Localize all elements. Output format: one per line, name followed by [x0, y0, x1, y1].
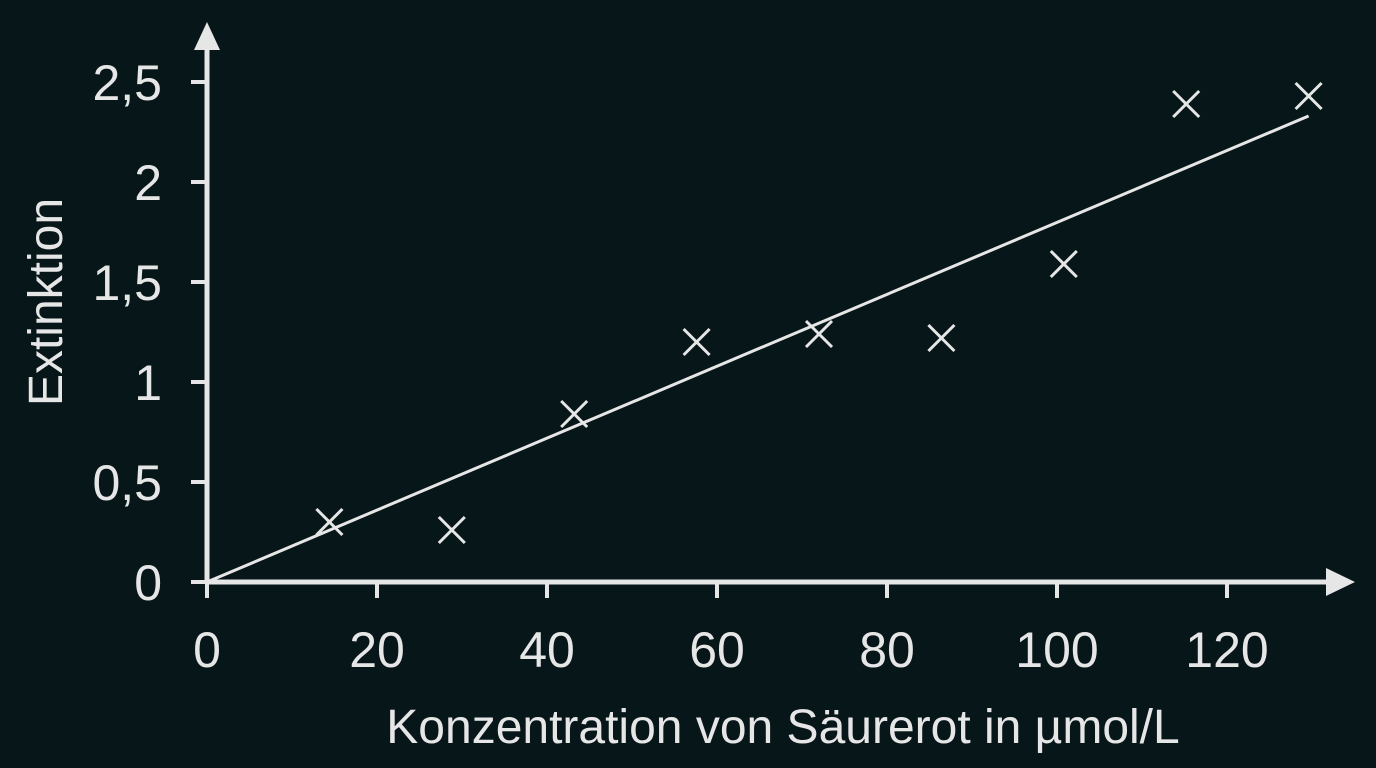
x-tick-label: 0 — [193, 622, 221, 678]
y-tick-label: 2,5 — [92, 55, 162, 111]
data-point — [682, 327, 711, 357]
ticks-layer: 0 20 40 60 80 100 120 0 0,5 1 1,5 2 2,5 — [92, 55, 1268, 678]
x-axis-arrow — [1326, 568, 1355, 596]
data-point — [804, 319, 834, 349]
x-tick-label: 80 — [859, 622, 915, 678]
x-axis-title: Konzentration von Säurerot in µmol/L — [386, 701, 1179, 754]
data-point — [315, 507, 344, 537]
y-tick-label: 2 — [134, 155, 162, 211]
data-point — [560, 399, 589, 429]
data-point — [1049, 249, 1078, 279]
fit-layer — [206, 114, 1310, 584]
data-point — [437, 515, 466, 545]
data-point — [1172, 89, 1201, 119]
y-tick-label: 1 — [134, 355, 162, 411]
data-point — [1294, 81, 1323, 111]
x-tick-label: 40 — [519, 622, 575, 678]
x-tick-label: 20 — [349, 622, 405, 678]
x-tick-label: 60 — [689, 622, 745, 678]
trendline — [206, 114, 1310, 584]
axes-layer — [194, 22, 1355, 596]
x-tick-label: 120 — [1185, 622, 1268, 678]
y-axis-arrow — [194, 22, 220, 50]
y-axis-title: Extinktion — [20, 198, 73, 406]
y-tick-label: 1,5 — [92, 255, 162, 311]
x-tick-label: 100 — [1015, 622, 1098, 678]
y-tick-label: 0 — [134, 555, 162, 611]
data-point — [927, 323, 956, 353]
y-tick-label: 0,5 — [92, 455, 162, 511]
markers-layer — [315, 81, 1323, 545]
